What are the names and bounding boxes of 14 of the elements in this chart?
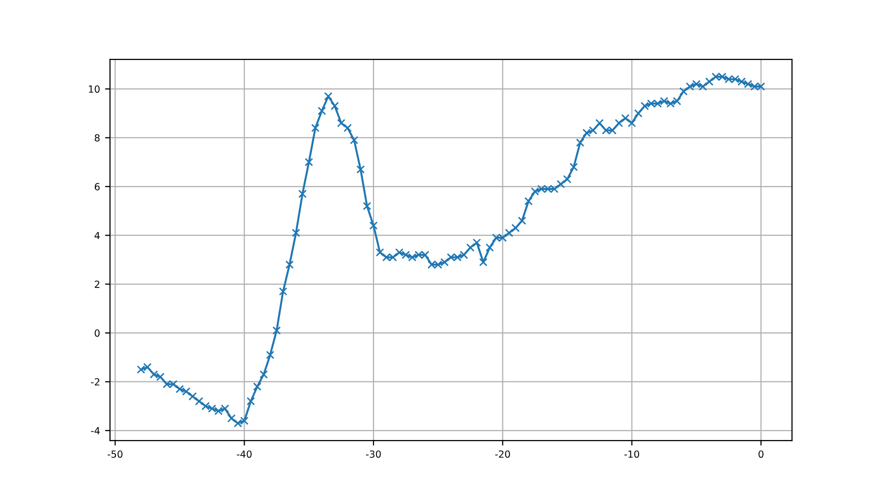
y-tick-label: 0 xyxy=(94,329,100,337)
y-tick-label: 8 xyxy=(94,134,100,142)
y-tick-label: 4 xyxy=(94,232,100,240)
y-tick-label: 10 xyxy=(88,85,100,93)
x-tick-label: -10 xyxy=(624,450,640,458)
y-tick-label: 2 xyxy=(94,280,100,288)
y-tick-label: -2 xyxy=(91,378,100,386)
y-tick-label: -4 xyxy=(91,427,100,434)
x-tick-label: -20 xyxy=(495,450,510,458)
y-tick-label: 6 xyxy=(94,183,100,190)
x-tick-label: -30 xyxy=(366,450,381,458)
x-tick-label: 0 xyxy=(758,450,764,458)
x-tick-label: -50 xyxy=(108,450,122,458)
x-tick-label: -40 xyxy=(236,450,252,458)
